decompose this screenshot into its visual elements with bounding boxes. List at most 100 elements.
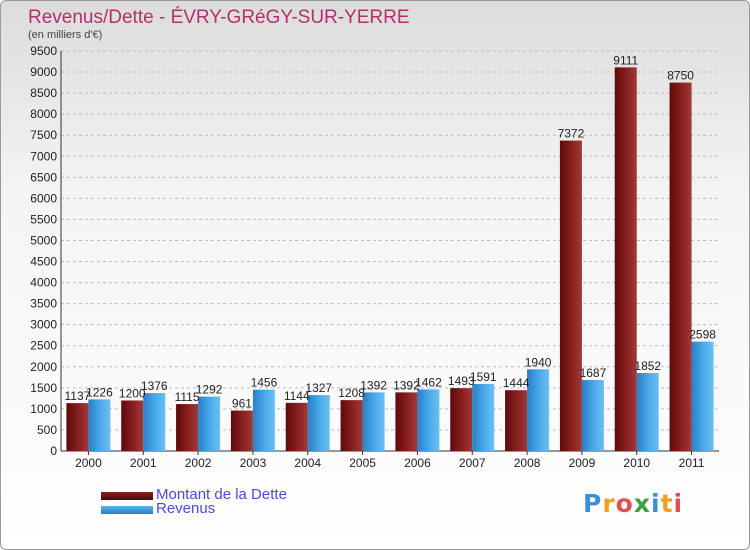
data-label-revenue: 1462 [415,375,442,389]
data-label-debt: 1392 [393,378,420,392]
data-label-debt: 9111 [613,53,638,67]
x-tick-label: 2002 [185,456,212,470]
y-tick-label: 500 [37,423,57,437]
bar-revenue [691,341,714,451]
y-tick-label: 8000 [30,107,57,121]
logo-letter: i [651,489,661,518]
x-tick-label: 2003 [240,456,267,470]
x-tick-label: 2005 [349,456,376,470]
y-tick-label: 6500 [30,170,57,184]
bar-revenue [527,369,550,451]
y-tick-label: 7000 [30,149,57,163]
y-tick-label: 4000 [30,276,57,290]
y-tick-label: 2500 [30,339,57,353]
x-tick-label: 2010 [623,456,650,470]
legend-label-revenue: Revenus [156,500,216,517]
bar-revenue [362,392,385,451]
data-label-revenue: 2598 [689,328,716,342]
bar-debt [66,403,89,451]
y-tick-label: 8500 [30,86,57,100]
y-tick-label: 5500 [30,212,57,226]
bar-debt [121,400,144,451]
proxiti-logo: Proxiti [583,489,683,518]
data-label-debt: 1493 [448,374,475,388]
bar-debt [285,402,308,451]
y-tick-label: 3500 [30,297,57,311]
data-label-revenue: 1456 [251,376,278,390]
y-tick-label: 5000 [30,233,57,247]
bar-debt [395,392,418,451]
data-label-revenue: 1392 [360,378,387,392]
x-tick-label: 2000 [75,456,102,470]
data-label-debt: 961 [232,397,252,411]
data-label-revenue: 1327 [305,381,332,395]
x-tick-label: 2009 [569,456,596,470]
data-label-revenue: 1376 [141,379,168,393]
legend-swatch-debt [101,492,153,500]
bar-layer [66,67,714,452]
bar-debt [340,400,363,451]
bar-revenue [88,399,111,451]
data-label-debt: 1144 [284,389,310,403]
data-label-revenue: 1226 [86,385,113,399]
y-tick-label: 0 [50,444,57,458]
axis-layer: 0 500 1000 1500 2000 2500 3000 3500 4000 4500 5000… [30,44,719,470]
logo-letter: t [660,489,674,518]
data-label-revenue: 1591 [470,370,497,384]
y-tick-label: 1500 [30,381,57,395]
data-label-debt: 1444 [503,376,530,390]
x-tick-label: 2006 [404,456,431,470]
data-label-debt: 7372 [558,127,585,141]
y-tick-label: 4500 [30,255,57,269]
data-label-debt: 1208 [338,386,365,400]
y-tick-label: 3000 [30,318,57,332]
bar-debt [505,390,528,451]
bar-debt [559,140,582,451]
bar-revenue [252,389,275,451]
legend-label-debt: Montant de la Dette [156,486,287,503]
bar-revenue [198,396,221,451]
bar-revenue [307,395,330,451]
data-label-debt: 8750 [667,69,694,83]
data-label-revenue: 1940 [525,355,552,369]
logo-letter: x [633,489,651,518]
data-label-revenue: 1292 [196,383,223,397]
y-tick-label: 1000 [30,402,57,416]
bar-debt [176,404,199,451]
bar-revenue [636,373,659,451]
bar-revenue [417,389,440,451]
y-tick-label: 7500 [30,128,57,142]
y-tick-label: 9500 [30,44,57,58]
logo-letter: P [583,489,603,518]
bar-debt [230,410,253,451]
logo-letter: r [602,489,616,518]
bar-debt [614,67,637,452]
bar-revenue [472,384,495,451]
chart-title: Revenus/Dette - ÉVRY-GRéGY-SUR-YERRE [28,7,410,28]
x-tick-label: 2004 [294,456,321,470]
chart-subtitle: (en milliers d'€) [28,29,103,41]
bar-revenue [581,379,604,451]
y-tick-label: 9000 [30,65,57,79]
data-label-debt: 1115 [175,390,200,404]
y-tick-label: 6000 [30,191,57,205]
logo-letter: o [615,489,634,518]
logo-letter: i [673,489,684,518]
data-label-revenue: 1852 [634,359,661,373]
bar-debt [450,388,473,451]
x-tick-label: 2008 [514,456,541,470]
grid-layer [61,50,719,452]
data-label-debt: 1200 [119,386,146,400]
bar-revenue [143,393,166,451]
data-label-revenue: 1687 [580,366,607,380]
y-tick-label: 2000 [30,360,57,374]
legend-swatch-revenue [101,506,153,514]
x-tick-label: 2007 [459,456,486,470]
bar-debt [669,82,692,451]
x-tick-label: 2011 [679,456,705,470]
x-tick-label: 2001 [130,456,157,470]
data-label-debt: 1137 [65,389,91,403]
